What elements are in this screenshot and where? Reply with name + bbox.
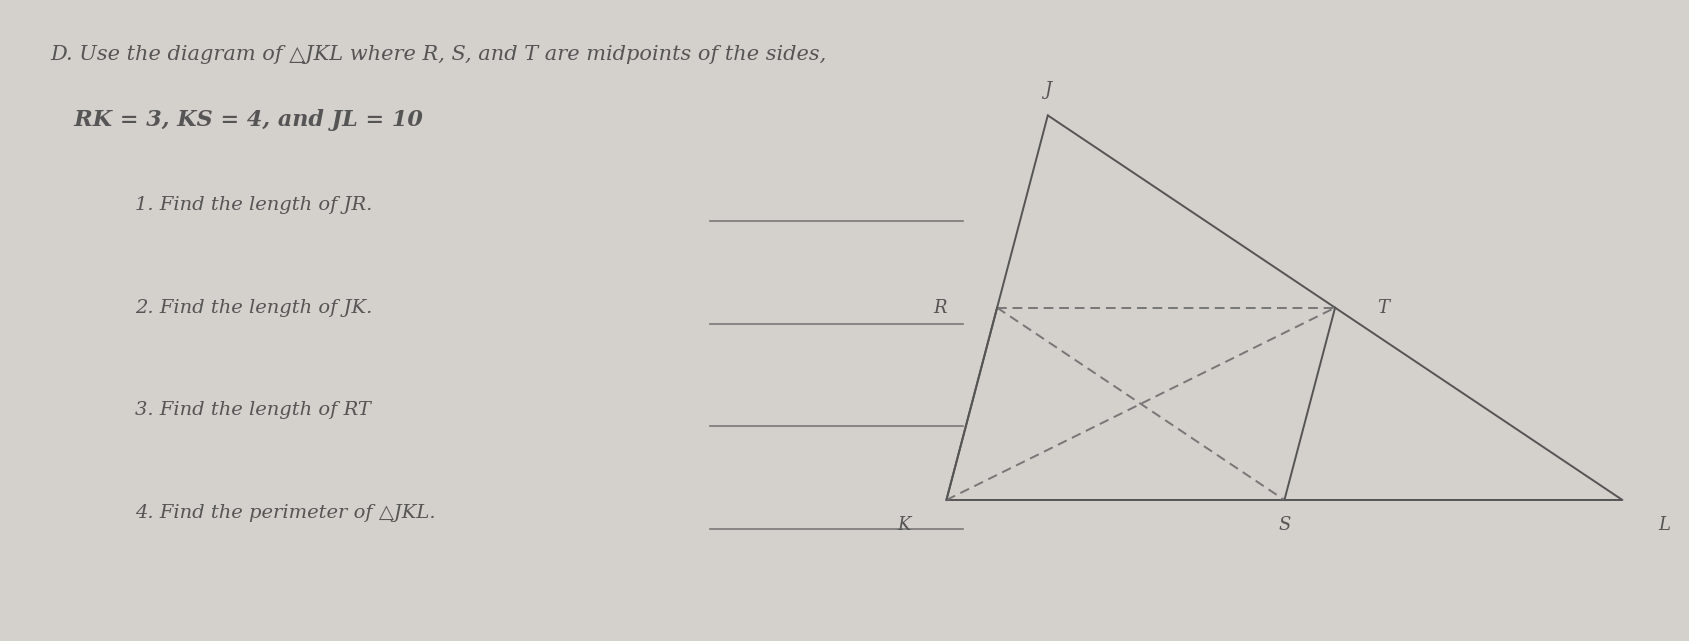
Text: D. Use the diagram of △JKL where R, S, and T are midpoints of the sides,: D. Use the diagram of △JKL where R, S, a… — [51, 45, 826, 64]
Text: R: R — [932, 299, 946, 317]
Text: T: T — [1377, 299, 1388, 317]
Text: 1. Find the length of JR.: 1. Find the length of JR. — [135, 196, 372, 214]
Text: L: L — [1657, 516, 1670, 534]
Text: S: S — [1277, 516, 1290, 534]
Text: 4. Find the perimeter of △JKL.: 4. Find the perimeter of △JKL. — [135, 504, 436, 522]
Text: 2. Find the length of JK.: 2. Find the length of JK. — [135, 299, 372, 317]
Text: 3. Find the length of RT: 3. Find the length of RT — [135, 401, 372, 419]
Text: J: J — [1044, 81, 1051, 99]
Text: RK = 3, KS = 4, and JL = 10: RK = 3, KS = 4, and JL = 10 — [51, 109, 422, 131]
Text: K: K — [897, 516, 910, 534]
